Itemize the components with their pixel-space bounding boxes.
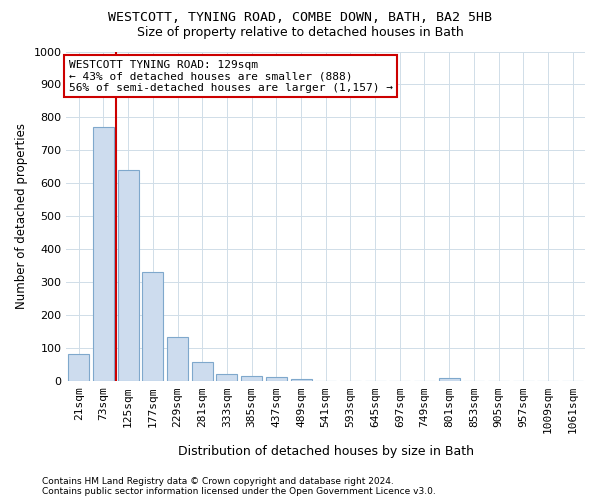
X-axis label: Distribution of detached houses by size in Bath: Distribution of detached houses by size … <box>178 444 474 458</box>
Text: Size of property relative to detached houses in Bath: Size of property relative to detached ho… <box>137 26 463 39</box>
Bar <box>192 362 213 382</box>
Bar <box>439 378 460 382</box>
Bar <box>93 128 114 382</box>
Text: WESTCOTT TYNING ROAD: 129sqm
← 43% of detached houses are smaller (888)
56% of s: WESTCOTT TYNING ROAD: 129sqm ← 43% of de… <box>69 60 393 93</box>
Bar <box>142 272 163 382</box>
Bar <box>68 354 89 382</box>
Text: Contains HM Land Registry data © Crown copyright and database right 2024.: Contains HM Land Registry data © Crown c… <box>42 477 394 486</box>
Bar <box>241 376 262 382</box>
Bar <box>266 377 287 382</box>
Text: Contains public sector information licensed under the Open Government Licence v3: Contains public sector information licen… <box>42 487 436 496</box>
Bar <box>217 374 238 382</box>
Bar <box>167 338 188 382</box>
Bar <box>290 378 311 382</box>
Y-axis label: Number of detached properties: Number of detached properties <box>15 124 28 310</box>
Text: WESTCOTT, TYNING ROAD, COMBE DOWN, BATH, BA2 5HB: WESTCOTT, TYNING ROAD, COMBE DOWN, BATH,… <box>108 11 492 24</box>
Bar <box>118 170 139 382</box>
